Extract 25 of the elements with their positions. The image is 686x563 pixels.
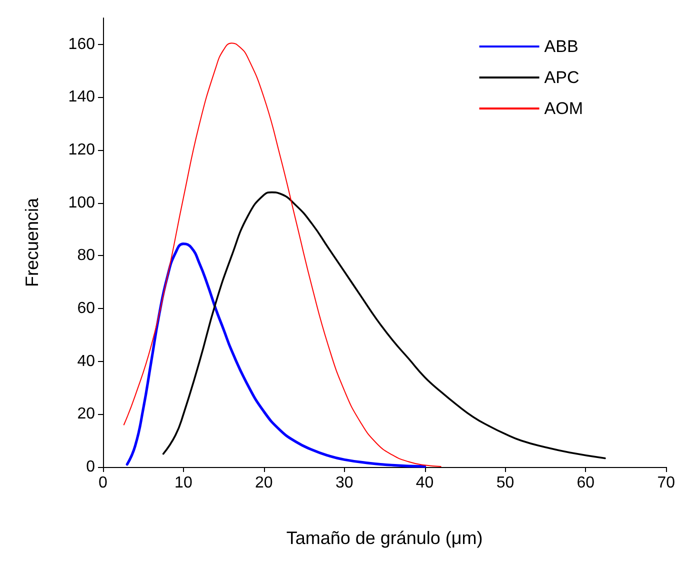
x-tick-label: 30 [335,474,354,492]
y-tick-label: 160 [68,36,96,53]
x-tick-label: 60 [576,474,595,492]
y-tick-label: 0 [86,458,96,476]
x-tick-label: 10 [174,474,192,492]
x-tick-label: 70 [657,474,676,492]
x-tick-label: 50 [496,474,514,492]
x-axis-title: Tamaño de gránulo (μm) [286,528,483,548]
legend-label: APC [544,68,580,87]
y-tick-label: 100 [68,194,96,212]
legend-label: AOM [544,99,584,118]
line-series [162,191,606,460]
y-tick-label: 140 [68,88,96,106]
line-series [126,242,426,468]
x-tick-label: 20 [254,474,273,492]
y-tick-label: 40 [77,352,96,370]
y-axis-title: Frecuencia [22,196,42,288]
line-series [123,42,442,467]
x-tick-label: 0 [98,474,108,492]
y-tick-label: 80 [77,247,96,264]
y-tick-label: 120 [68,142,96,159]
y-tick-label: 20 [77,406,96,423]
legend-label: ABB [544,37,578,56]
y-tick-label: 60 [77,300,96,318]
x-tick-label: 40 [416,474,434,492]
